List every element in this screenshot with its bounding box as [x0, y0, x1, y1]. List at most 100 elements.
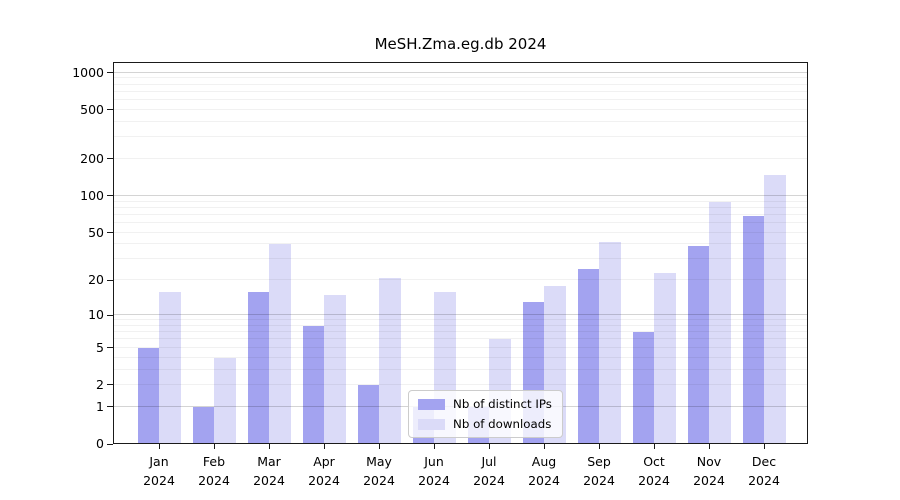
bar-downloads-oct: [654, 273, 676, 444]
y-tick-mark-5: [107, 347, 113, 349]
x-tick-label-feb: Feb 2024: [186, 452, 242, 490]
x-tick-label-month: Dec: [751, 454, 777, 469]
bar-distinct-ips-sep: [577, 268, 599, 444]
x-tick-label-month: Jul: [481, 454, 497, 469]
bar-downloads-dec: [764, 175, 786, 444]
x-tick-mark-mar: [269, 444, 270, 449]
x-tick-label-jul: Jul 2024: [461, 452, 517, 490]
x-tick-label-aug: Aug 2024: [516, 452, 572, 490]
legend: Nb of distinct IPs Nb of downloads: [408, 390, 563, 438]
x-tick-label-month: Sep: [587, 454, 611, 469]
bar-downloads-mar: [269, 244, 291, 444]
gridline-minor-7: [113, 331, 808, 333]
y-tick-mark-1000: [107, 72, 113, 73]
y-tick-label-20: 20: [88, 272, 104, 288]
x-tick-label-month: Oct: [643, 454, 665, 469]
gridline-major-10: [113, 314, 808, 316]
y-tick-label-200: 200: [80, 150, 104, 166]
gridline-minor-6: [113, 338, 808, 340]
legend-item-distinct-ips: Nb of distinct IPs: [418, 397, 552, 411]
x-tick-label-month: Jun: [424, 454, 444, 469]
y-tick-label-0: 0: [96, 436, 104, 451]
gridline-minor-50: [113, 231, 808, 233]
x-tick-label-may: May 2024: [351, 452, 407, 490]
y-tick-mark-500: [107, 109, 113, 111]
x-tick-label-jan: Jan 2024: [131, 452, 187, 490]
x-tick-label-month: Mar: [257, 454, 281, 469]
x-tick-label-oct: Oct 2024: [626, 452, 682, 490]
x-tick-label-year: 2024: [638, 473, 670, 488]
x-tick-label-year: 2024: [308, 473, 340, 488]
x-tick-mark-feb: [214, 444, 215, 449]
y-tick-label-100: 100: [80, 187, 104, 203]
x-tick-label-mar: Mar 2024: [241, 452, 297, 490]
x-tick-label-month: Feb: [202, 454, 226, 469]
gridline-minor-500: [113, 108, 808, 110]
bar-downloads-may: [379, 277, 401, 444]
y-tick-label-50: 50: [88, 224, 104, 240]
legend-item-downloads: Nb of downloads: [418, 417, 552, 431]
gridline-major-100: [113, 194, 808, 196]
y-tick-mark-50: [107, 232, 113, 234]
bar-downloads-nov: [709, 202, 731, 444]
gridline-minor-70: [113, 213, 808, 215]
gridline-minor-40: [113, 243, 808, 245]
x-tick-label-year: 2024: [363, 473, 395, 488]
legend-swatch-distinct-ips: [418, 398, 445, 410]
bar-downloads-feb: [214, 357, 236, 444]
y-tick-mark-10: [107, 314, 113, 316]
y-tick-mark-100: [107, 195, 113, 197]
y-tick-mark-0: [107, 443, 113, 445]
y-tick-label-10: 10: [88, 307, 104, 323]
x-tick-mark-dec: [764, 444, 765, 449]
x-tick-label-year: 2024: [198, 473, 230, 488]
x-tick-mark-jun: [434, 444, 435, 449]
gridline-minor-60: [113, 222, 808, 223]
gridline-minor-5: [113, 346, 808, 348]
bar-downloads-apr: [324, 294, 346, 444]
x-tick-label-year: 2024: [748, 473, 780, 488]
bar-downloads-sep: [599, 241, 621, 444]
gridline-minor-80: [113, 206, 808, 208]
x-tick-label-dec: Dec 2024: [736, 452, 792, 490]
y-tick-label-1000: 1000: [72, 64, 104, 80]
y-tick-mark-2: [107, 384, 113, 386]
x-tick-mark-nov: [709, 444, 710, 449]
bar-distinct-ips-mar: [247, 291, 269, 444]
gridline-minor-20: [113, 279, 808, 281]
x-tick-label-nov: Nov 2024: [681, 452, 737, 490]
y-tick-mark-1: [107, 406, 113, 408]
legend-label-distinct-ips: Nb of distinct IPs: [453, 397, 552, 411]
gridline-minor-3: [113, 368, 808, 370]
x-tick-label-year: 2024: [528, 473, 560, 488]
x-tick-label-year: 2024: [583, 473, 615, 488]
x-tick-mark-oct: [654, 444, 655, 449]
y-tick-label-1: 1: [96, 398, 104, 414]
bar-distinct-ips-oct: [632, 332, 654, 444]
bar-downloads-jan: [159, 291, 181, 444]
y-tick-label-5: 5: [96, 339, 104, 355]
x-tick-label-year: 2024: [693, 473, 725, 488]
bar-distinct-ips-feb: [192, 406, 214, 444]
x-tick-mark-aug: [544, 444, 545, 449]
x-tick-label-month: Aug: [531, 454, 557, 469]
gridline-minor-90: [113, 200, 808, 202]
y-tick-mark-200: [107, 158, 113, 160]
x-tick-mark-may: [379, 444, 380, 449]
x-tick-mark-jan: [159, 444, 160, 449]
gridline-minor-30: [113, 258, 808, 260]
gridline-minor-4: [113, 356, 808, 358]
x-tick-label-year: 2024: [473, 473, 505, 488]
legend-swatch-downloads: [418, 418, 445, 430]
gridline-minor-900: [113, 77, 808, 79]
gridline-minor-200: [113, 157, 808, 159]
x-tick-label-month: Nov: [696, 454, 722, 469]
gridline-minor-9: [113, 319, 808, 321]
gridline-minor-800: [113, 83, 808, 85]
gridline-minor-600: [113, 99, 808, 100]
x-tick-mark-jul: [489, 444, 490, 449]
plot-area: [113, 62, 808, 444]
y-tick-label-2: 2: [96, 376, 104, 392]
x-tick-label-month: May: [366, 454, 392, 469]
